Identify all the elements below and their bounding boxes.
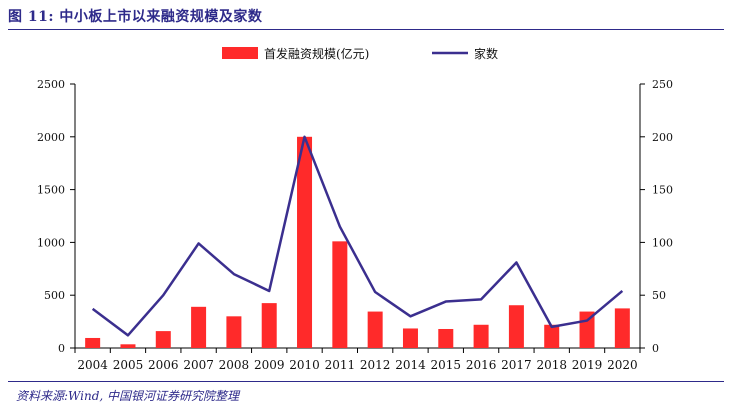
x-axis: 2004 2005 2006 2007 2008 2009 2010 2011 2012 2014… <box>74 347 641 372</box>
y-left-tick-label: 1500 <box>37 184 65 197</box>
y-right-tick-label: 200 <box>652 131 673 144</box>
x-tick-label: 2020 <box>607 358 638 372</box>
source-rule <box>8 381 724 382</box>
bar <box>226 316 242 348</box>
bar <box>191 306 207 348</box>
title-rule <box>8 29 724 30</box>
bar <box>438 328 454 348</box>
line-series <box>91 135 624 337</box>
bar <box>402 328 418 348</box>
x-tick-label: 2005 <box>113 358 144 372</box>
x-tick-label: 2006 <box>148 358 179 372</box>
source-note: 资料来源:Wind, 中国银河证券研究院整理 <box>16 389 240 403</box>
legend-bar-label: 首发融资规模(亿元) <box>264 46 369 61</box>
x-tick-label: 2015 <box>431 358 462 372</box>
bar <box>614 308 630 348</box>
legend-line-label: 家数 <box>474 46 498 61</box>
bar <box>473 324 489 348</box>
y-right-tick-label: 0 <box>652 342 659 355</box>
x-tick-label: 2009 <box>254 358 285 372</box>
figure-title: 图 11: 中小板上市以来融资规模及家数 <box>8 9 263 25</box>
x-tick-label: 2012 <box>360 358 391 372</box>
bar <box>332 241 348 348</box>
bar <box>155 331 171 348</box>
x-tick-label: 2011 <box>325 358 356 372</box>
line-path <box>91 135 624 337</box>
legend: 首发融资规模(亿元) 家数 <box>222 46 498 61</box>
bar <box>120 344 136 348</box>
x-tick-label: 2007 <box>183 358 214 372</box>
x-tick-label: 2010 <box>289 358 320 372</box>
y-right-tick-label: 100 <box>652 236 673 249</box>
y-right-tick-label: 50 <box>652 289 666 302</box>
y-right-tick-label: 150 <box>652 184 673 197</box>
bar-series <box>85 136 630 348</box>
x-tick-label: 2019 <box>572 358 603 372</box>
y-right-tick-label: 250 <box>652 78 673 91</box>
bar <box>508 305 524 348</box>
x-tick-label: 2017 <box>501 358 532 372</box>
y-left-tick-label: 500 <box>44 289 65 302</box>
bar <box>261 303 277 348</box>
bar <box>85 337 101 348</box>
y-left-tick-label: 1000 <box>37 236 65 249</box>
bar <box>544 324 560 348</box>
y-left-tick-label: 2500 <box>37 78 65 91</box>
legend-bar-swatch <box>222 47 258 59</box>
bar <box>297 136 313 348</box>
x-tick-label: 2016 <box>466 358 497 372</box>
y-axis-right: 0 50 100 150 200 250 <box>639 78 673 355</box>
x-tick-label: 2008 <box>219 358 250 372</box>
x-tick-label: 2014 <box>395 358 426 372</box>
bar <box>367 311 383 348</box>
y-axis-left: 0 500 1000 1500 2000 2500 <box>37 78 76 355</box>
x-tick-label: 2018 <box>536 358 567 372</box>
x-tick-label: 2004 <box>77 358 108 372</box>
y-left-tick-label: 0 <box>58 342 65 355</box>
y-left-tick-label: 2000 <box>37 131 65 144</box>
